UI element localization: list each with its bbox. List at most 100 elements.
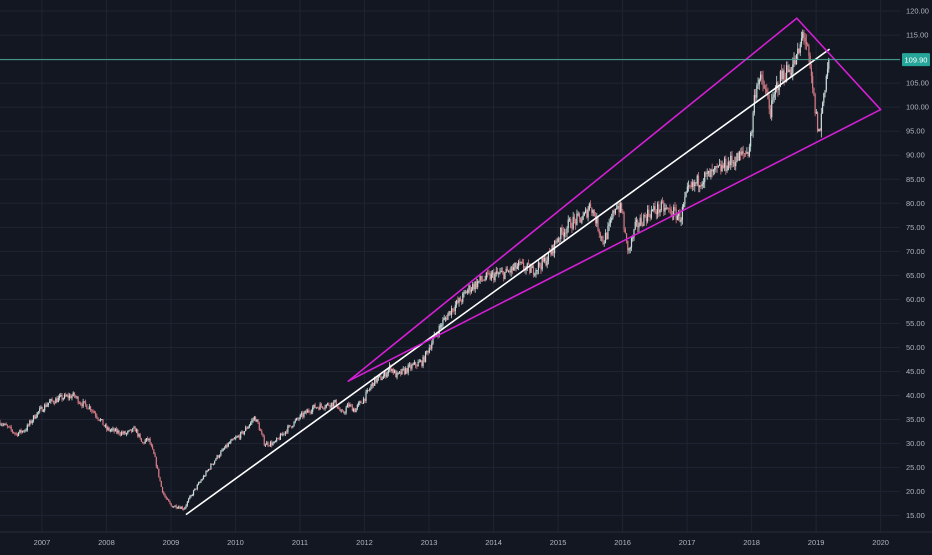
price-axis-panel[interactable] (900, 0, 932, 532)
candle-body (390, 365, 392, 371)
candle-body (211, 464, 213, 465)
candle-body (320, 404, 322, 407)
candle-body (712, 169, 714, 172)
candle-body (298, 418, 300, 420)
drawings[interactable] (185, 17, 882, 516)
candle-body (1, 424, 4, 426)
candle-body (764, 88, 767, 90)
channel-lower-line[interactable] (347, 108, 882, 382)
candle-body (106, 425, 108, 430)
candle-body (809, 55, 811, 69)
candle-body (94, 413, 97, 416)
candle-body (288, 425, 290, 427)
candle-body (607, 226, 609, 239)
candle-body (634, 222, 636, 230)
candle-body (558, 238, 561, 240)
candle-body (485, 272, 487, 280)
y-tick-label: 115.00 (906, 31, 928, 40)
candle-body (527, 263, 530, 265)
candle-body (166, 498, 169, 500)
candle-body (715, 166, 717, 168)
candle-body (606, 232, 608, 239)
candle-body (660, 201, 662, 211)
candle-body (408, 364, 411, 366)
candle-body (826, 69, 829, 76)
current-price-label: 109.90 (902, 53, 930, 67)
candle-body (226, 444, 228, 447)
candle-body (473, 284, 475, 290)
candle-body (638, 225, 640, 228)
candle-body (799, 44, 801, 53)
candle-body (489, 273, 491, 280)
y-tick-label: 120.00 (906, 7, 929, 16)
candle-body (668, 208, 670, 210)
candle-body (736, 153, 738, 162)
candle-body (815, 112, 817, 114)
candle-body (268, 445, 270, 447)
candle-body (340, 410, 342, 412)
candle-body (352, 408, 355, 412)
trendline-line[interactable] (185, 48, 830, 516)
candle-body (695, 182, 697, 184)
candle-body (76, 396, 78, 398)
candle-body (722, 165, 724, 168)
candle-body (149, 438, 151, 444)
candle-body (34, 415, 36, 419)
candle-body (267, 442, 269, 446)
candle-body (756, 85, 758, 98)
candle-body (355, 408, 357, 413)
candle-body (669, 208, 671, 210)
candle-body (714, 167, 716, 170)
candle-body (776, 82, 778, 88)
candle-body (152, 445, 154, 450)
candle-body (32, 415, 35, 421)
candle-body (104, 425, 107, 427)
candle-body (117, 430, 119, 433)
candle-body (568, 219, 571, 220)
candle-body (761, 74, 763, 78)
candle-body (676, 216, 679, 220)
candle-body (488, 273, 490, 275)
candle-body (778, 86, 780, 91)
candle-body (556, 241, 558, 243)
candle-body (339, 408, 341, 411)
candle-body (113, 428, 115, 432)
price-axis: 15.00 20.00 25.00 30.00 35.00 40.00 45.00 50.00… (906, 7, 929, 521)
candle-body (184, 507, 186, 510)
candle-body (36, 412, 38, 417)
candle-body (277, 438, 279, 440)
candle-body (619, 203, 621, 213)
candle-body (566, 227, 568, 234)
candle-body (221, 449, 223, 452)
candle-body (602, 236, 604, 244)
candle-body (125, 433, 128, 435)
candle-body (397, 372, 399, 374)
candle-body (686, 186, 688, 192)
candle-body (701, 184, 703, 187)
candle-body (609, 220, 612, 224)
candle-body (262, 433, 264, 437)
candle-body (14, 433, 16, 434)
candle-body (400, 371, 402, 375)
candle-body (22, 430, 25, 432)
candle-body (490, 273, 492, 280)
candle-body (821, 102, 824, 114)
candle-body (805, 41, 808, 45)
candle-body (511, 266, 514, 271)
candle-body (223, 448, 226, 450)
candle-body (83, 401, 85, 403)
y-tick-label: 30.00 (906, 439, 925, 448)
candle-body (405, 368, 407, 374)
channel-tip-line[interactable] (795, 17, 882, 111)
candle-body (586, 209, 588, 218)
candle-body (462, 293, 464, 302)
channel-upper-line[interactable] (347, 17, 798, 382)
candle-body (431, 343, 433, 349)
candle-body (236, 436, 238, 438)
candle-body (26, 424, 28, 431)
candle-body (681, 206, 683, 220)
candle-body (766, 89, 768, 93)
candle-body (726, 169, 728, 171)
